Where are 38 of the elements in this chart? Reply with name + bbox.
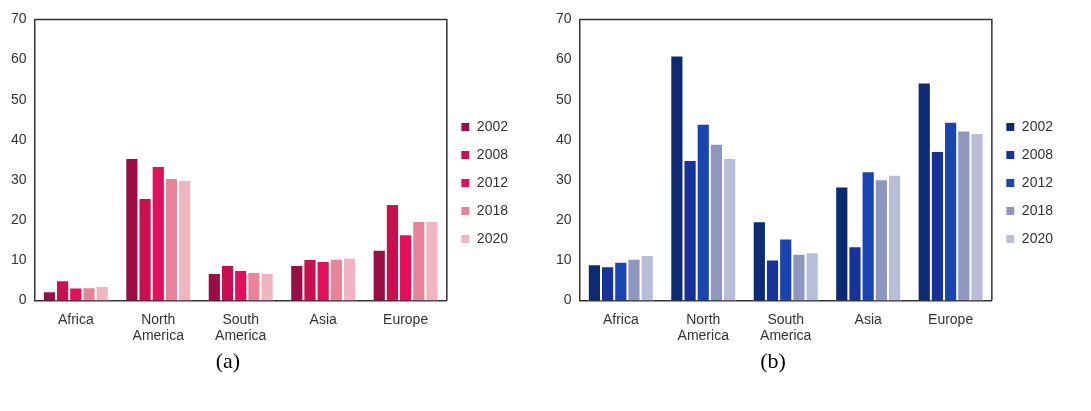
y-tick-label: 30 [10, 170, 27, 187]
x-tick-label: Africa [57, 310, 94, 327]
legend-label: 2008 [1021, 145, 1054, 162]
legend-label: 2008 [476, 145, 509, 162]
y-tick-label: 40 [555, 130, 572, 147]
y-tick-label: 50 [10, 90, 27, 107]
x-tick-label: North America [677, 310, 730, 344]
y-tick-label: 50 [555, 90, 572, 107]
x-tick-label: Africa [602, 310, 639, 327]
y-tick-label: 70 [10, 10, 27, 27]
legend-label: 2018 [476, 201, 509, 218]
y-tick-label: 10 [10, 251, 27, 268]
y-tick-label: 20 [10, 210, 27, 227]
x-tick-label: North America [132, 310, 185, 344]
x-tick-label: South America [760, 310, 812, 344]
x-tick-label: Asia [854, 310, 882, 327]
legend-label: 2020 [1021, 229, 1054, 246]
legend-label: 2012 [476, 173, 509, 190]
x-tick-label: Europe [383, 310, 429, 327]
legend-label: 2012 [1021, 173, 1054, 190]
legend-label: 2020 [476, 229, 509, 246]
y-tick-label: 40 [10, 130, 27, 147]
x-tick-label: Asia [309, 310, 337, 327]
y-tick-label: 60 [10, 50, 27, 67]
y-tick-label: 10 [555, 251, 572, 268]
legend-label: 2002 [1021, 117, 1054, 134]
text: (b) [759, 348, 787, 374]
y-tick-label: 60 [555, 50, 572, 67]
x-tick-label: South America [215, 310, 267, 344]
legend-label: 2002 [476, 117, 509, 134]
x-tick-label: Europe [928, 310, 974, 327]
y-tick-label: 0 [563, 291, 572, 308]
legend-label: 2018 [1021, 201, 1054, 218]
y-tick-label: 30 [555, 170, 572, 187]
y-tick-label: 20 [555, 210, 572, 227]
y-tick-label: 0 [18, 291, 27, 308]
text: (a) [214, 348, 242, 374]
y-tick-label: 70 [555, 10, 572, 27]
